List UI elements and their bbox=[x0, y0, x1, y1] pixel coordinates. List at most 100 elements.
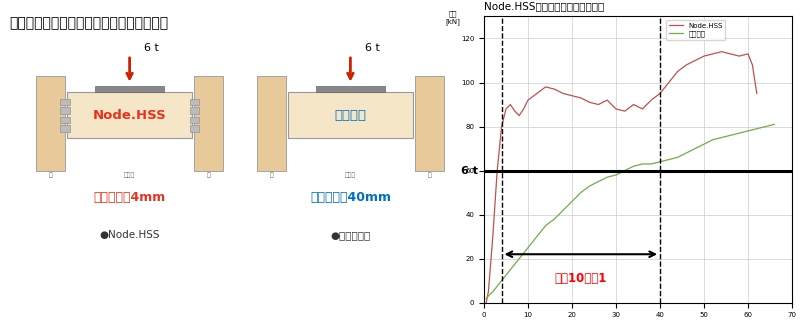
在来仕口 bbox=[734, 131, 744, 135]
在来仕口 bbox=[690, 147, 700, 151]
Text: 柱: 柱 bbox=[270, 173, 273, 178]
在来仕口 bbox=[708, 138, 718, 142]
Bar bbox=[257, 76, 286, 171]
Node.HSS bbox=[567, 94, 577, 98]
Bar bbox=[190, 117, 199, 123]
Node.HSS bbox=[488, 235, 498, 239]
Node.HSS bbox=[664, 81, 674, 85]
Y-axis label: 耐力
[kN]: 耐力 [kN] bbox=[446, 11, 461, 25]
在来仕口 bbox=[682, 151, 691, 155]
在来仕口 bbox=[646, 162, 656, 166]
Node.HSS bbox=[734, 54, 744, 58]
Node.HSS bbox=[514, 114, 524, 117]
Text: 6 t: 6 t bbox=[365, 43, 380, 53]
Text: 6 t: 6 t bbox=[144, 43, 159, 53]
Node.HSS bbox=[682, 63, 691, 67]
Bar bbox=[190, 99, 199, 105]
在来仕口 bbox=[761, 125, 770, 129]
Text: 柱: 柱 bbox=[428, 173, 431, 178]
Text: ズレ：かお40mm: ズレ：かお40mm bbox=[310, 191, 391, 204]
在来仕口 bbox=[664, 158, 674, 162]
Node.HSS bbox=[585, 100, 594, 104]
在来仕口 bbox=[514, 257, 524, 261]
Bar bbox=[316, 86, 385, 92]
在来仕口 bbox=[717, 136, 726, 139]
Line: 在来仕口: 在来仕口 bbox=[486, 124, 774, 298]
Node.HSS bbox=[638, 107, 647, 111]
Text: 横架材: 横架材 bbox=[345, 173, 356, 178]
在来仕口 bbox=[752, 127, 762, 131]
Text: ●在来接合部: ●在来接合部 bbox=[330, 230, 370, 240]
在来仕口 bbox=[523, 246, 533, 250]
Text: ズレ：かお4mm: ズレ：かお4mm bbox=[94, 191, 166, 204]
在来仕口 bbox=[558, 208, 568, 212]
Legend: Node.HSS, 在来仕口: Node.HSS, 在来仕口 bbox=[666, 20, 726, 40]
在来仕口 bbox=[673, 155, 682, 159]
Text: かお10分の1: かお10分の1 bbox=[554, 272, 607, 285]
在来仕口 bbox=[488, 290, 498, 294]
在来仕口 bbox=[506, 268, 515, 272]
Text: 6 t: 6 t bbox=[462, 165, 478, 176]
在来仕口 bbox=[576, 190, 586, 194]
Text: 柱: 柱 bbox=[49, 173, 52, 178]
Node.HSS bbox=[493, 168, 502, 172]
Text: 横架材: 横架材 bbox=[124, 173, 135, 178]
Node.HSS bbox=[550, 87, 559, 91]
在来仕口 bbox=[611, 173, 621, 177]
Node.HSS bbox=[655, 91, 665, 95]
在来仕口 bbox=[585, 184, 594, 188]
在来仕口 bbox=[770, 122, 779, 126]
Text: Node.HSS: Node.HSS bbox=[93, 109, 166, 122]
Node.HSS bbox=[752, 91, 762, 95]
Node.HSS bbox=[602, 98, 612, 102]
在来仕口 bbox=[638, 162, 647, 166]
Text: 在来仕口: 在来仕口 bbox=[334, 109, 366, 122]
Bar bbox=[190, 125, 199, 132]
Node.HSS bbox=[506, 103, 515, 107]
在来仕口 bbox=[699, 142, 709, 146]
Node.HSS bbox=[620, 109, 630, 113]
Node.HSS bbox=[523, 98, 533, 102]
Bar bbox=[36, 76, 65, 171]
Node.HSS bbox=[699, 54, 709, 58]
Bar bbox=[60, 99, 70, 105]
在来仕口 bbox=[532, 235, 542, 239]
Bar bbox=[288, 92, 413, 138]
Node.HSS bbox=[726, 52, 735, 56]
在来仕口 bbox=[743, 129, 753, 133]
在来仕口 bbox=[567, 199, 577, 203]
在来仕口 bbox=[541, 224, 550, 228]
Bar bbox=[415, 76, 444, 171]
Bar bbox=[67, 92, 192, 138]
Text: 柱: 柱 bbox=[207, 173, 210, 178]
Node.HSS bbox=[501, 107, 511, 111]
Node.HSS bbox=[708, 52, 718, 56]
Node.HSS bbox=[747, 63, 757, 67]
在来仕口 bbox=[655, 160, 665, 164]
在来仕口 bbox=[497, 279, 506, 283]
Node.HSS bbox=[483, 290, 493, 294]
Bar bbox=[95, 86, 164, 92]
在来仕口 bbox=[482, 296, 491, 300]
Bar bbox=[60, 117, 70, 123]
Node.HSS bbox=[594, 103, 603, 107]
Node.HSS bbox=[510, 109, 520, 113]
Node.HSS bbox=[558, 91, 568, 95]
Node.HSS bbox=[717, 50, 726, 54]
Bar bbox=[190, 107, 199, 114]
Node.HSS bbox=[690, 59, 700, 63]
Node.HSS bbox=[519, 107, 529, 111]
在来仕口 bbox=[594, 180, 603, 184]
Node.HSS bbox=[576, 96, 586, 100]
Node.HSS bbox=[482, 301, 491, 305]
Text: Node.HSSと在来仕口との耐力比較: Node.HSSと在来仕口との耐力比較 bbox=[484, 2, 604, 12]
在来仕口 bbox=[629, 164, 638, 168]
Node.HSS bbox=[541, 85, 550, 89]
Text: 』公的機関による強度試験で強さを実証』: 』公的機関による強度試験で強さを実証』 bbox=[10, 16, 169, 31]
Bar bbox=[60, 125, 70, 132]
Node.HSS bbox=[497, 125, 506, 129]
在来仕口 bbox=[726, 133, 735, 137]
Bar bbox=[194, 76, 223, 171]
Text: ●Node.HSS: ●Node.HSS bbox=[99, 230, 160, 240]
Node.HSS bbox=[646, 98, 656, 102]
